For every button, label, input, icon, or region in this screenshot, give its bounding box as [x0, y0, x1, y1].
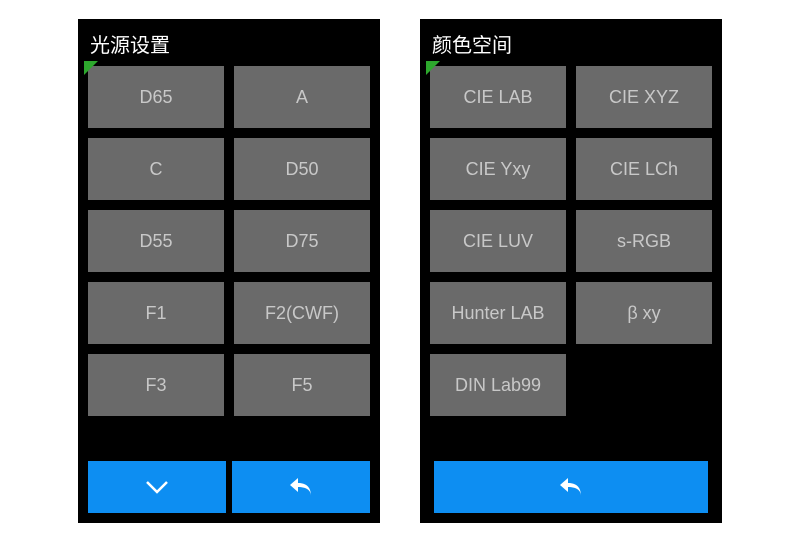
option-f1[interactable]: F1 — [88, 282, 224, 344]
option-grid: D65 A C D50 D55 D75 F1 F2(CWF) F3 F5 — [78, 66, 380, 451]
chevron-down-icon — [142, 472, 172, 502]
option-cie-xyz[interactable]: CIE XYZ — [576, 66, 712, 128]
option-f5[interactable]: F5 — [234, 354, 370, 416]
option-cie-yxy[interactable]: CIE Yxy — [430, 138, 566, 200]
option-cie-lab[interactable]: CIE LAB — [430, 66, 566, 128]
option-beta-xy[interactable]: β xy — [576, 282, 712, 344]
option-d65[interactable]: D65 — [88, 66, 224, 128]
action-bar — [420, 451, 722, 523]
option-din-lab99[interactable]: DIN Lab99 — [430, 354, 566, 416]
active-indicator-icon — [426, 61, 440, 75]
back-arrow-icon — [286, 472, 316, 502]
option-c[interactable]: C — [88, 138, 224, 200]
option-cie-lch[interactable]: CIE LCh — [576, 138, 712, 200]
action-bar — [78, 451, 380, 523]
back-button[interactable] — [434, 461, 708, 513]
option-d50[interactable]: D50 — [234, 138, 370, 200]
option-hunter-lab[interactable]: Hunter LAB — [430, 282, 566, 344]
panel-title: 颜色空间 — [420, 19, 722, 66]
option-grid: CIE LAB CIE XYZ CIE Yxy CIE LCh CIE LUV … — [420, 66, 722, 451]
active-indicator-icon — [84, 61, 98, 75]
option-s-rgb[interactable]: s-RGB — [576, 210, 712, 272]
option-d55[interactable]: D55 — [88, 210, 224, 272]
panel-title: 光源设置 — [78, 19, 380, 66]
back-button[interactable] — [232, 461, 370, 513]
back-arrow-icon — [556, 472, 586, 502]
option-d75[interactable]: D75 — [234, 210, 370, 272]
option-f2cwf[interactable]: F2(CWF) — [234, 282, 370, 344]
option-cie-luv[interactable]: CIE LUV — [430, 210, 566, 272]
light-source-settings-panel: 光源设置 D65 A C D50 D55 D75 F1 F2(CWF) F3 F… — [78, 19, 380, 523]
option-a[interactable]: A — [234, 66, 370, 128]
color-space-panel: 颜色空间 CIE LAB CIE XYZ CIE Yxy CIE LCh CIE… — [420, 19, 722, 523]
option-f3[interactable]: F3 — [88, 354, 224, 416]
page-down-button[interactable] — [88, 461, 226, 513]
